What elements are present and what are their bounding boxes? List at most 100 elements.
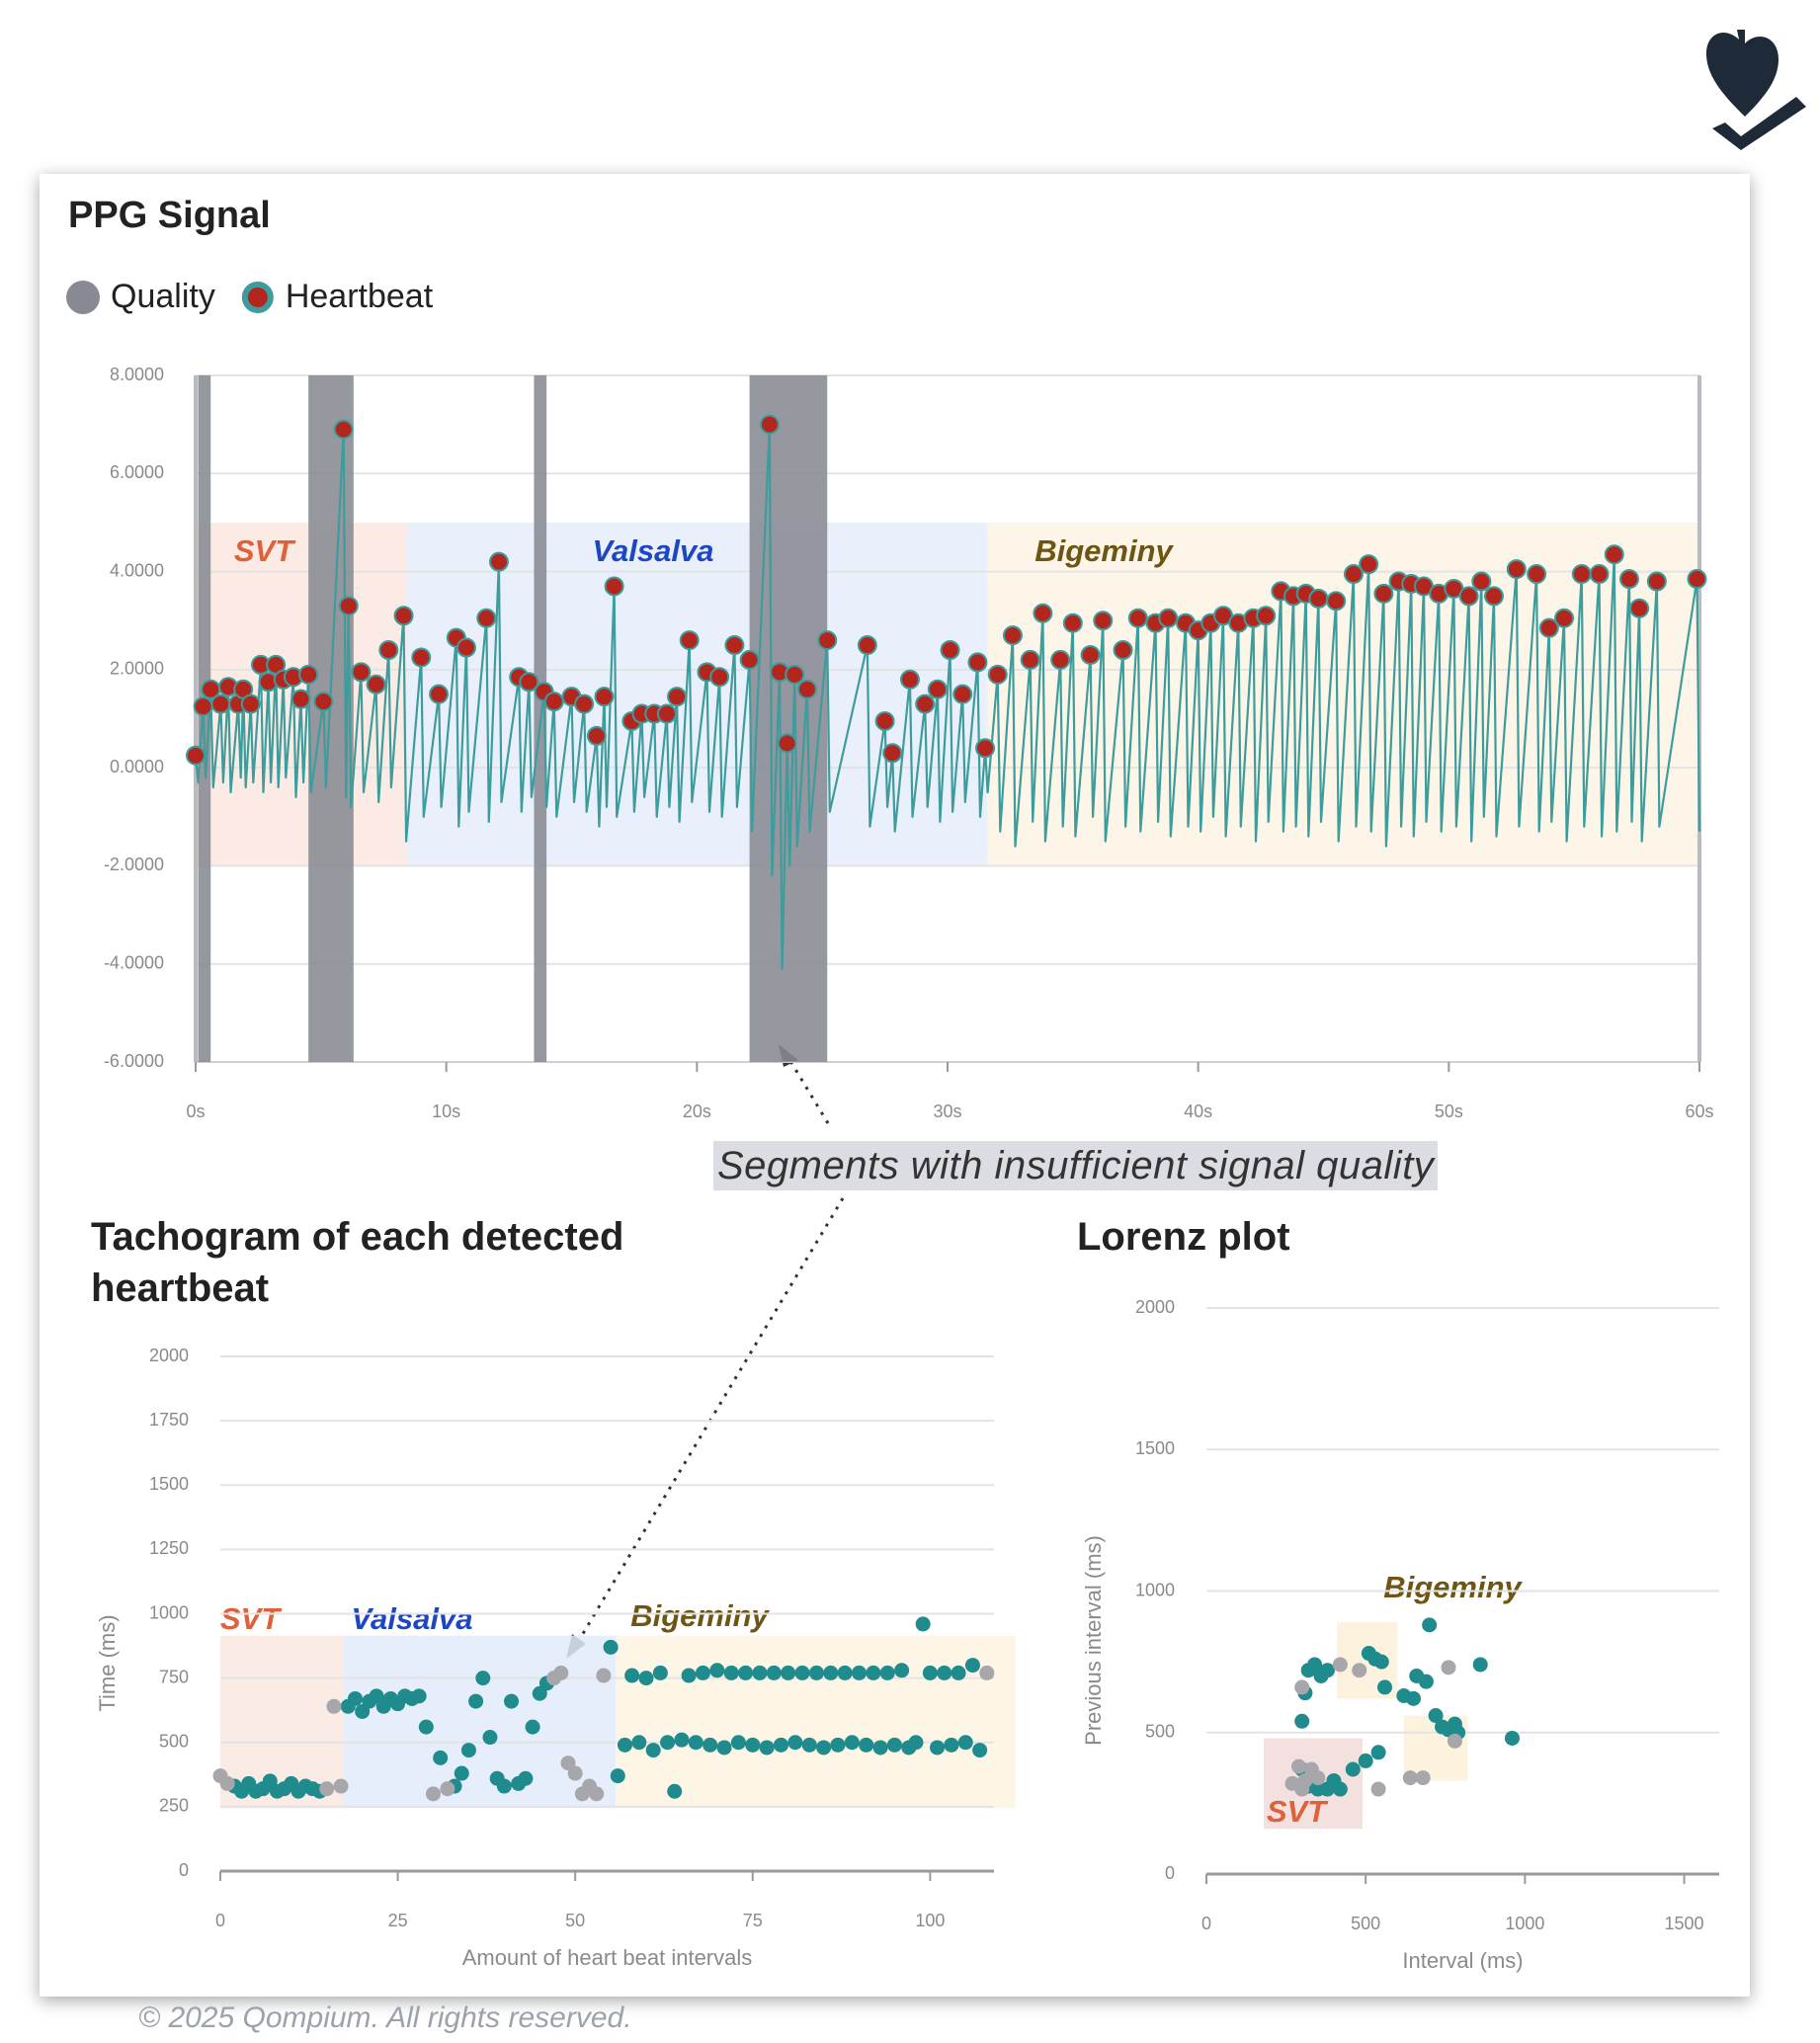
- point: [830, 1737, 846, 1753]
- point: [1370, 1745, 1386, 1760]
- x-axis-label: Amount of heart beat intervals: [462, 1945, 753, 1970]
- x-tick-label: 10s: [432, 1102, 460, 1121]
- region-label: SVT: [1267, 1794, 1329, 1829]
- point: [1294, 1713, 1310, 1729]
- heartbeat-marker: [429, 684, 450, 704]
- point: [667, 1783, 683, 1799]
- point: [872, 1740, 888, 1756]
- heartbeat-marker: [1158, 608, 1179, 628]
- point: [894, 1663, 910, 1678]
- point: [347, 1690, 363, 1706]
- heartbeat-marker: [1373, 583, 1394, 604]
- y-tick-label: 2000: [1135, 1297, 1175, 1317]
- heartbeat-marker: [1127, 608, 1148, 628]
- heartbeat-marker: [656, 703, 677, 724]
- point: [1345, 1761, 1361, 1777]
- point: [496, 1778, 512, 1794]
- heartbeat-marker: [1256, 606, 1277, 626]
- heartbeat-marker: [1604, 544, 1624, 565]
- point: [567, 1765, 583, 1781]
- heartbeat-marker: [455, 637, 476, 658]
- heartbeat-marker: [1527, 564, 1547, 585]
- point: [589, 1786, 605, 1802]
- point: [1418, 1674, 1434, 1689]
- point: [219, 1775, 235, 1791]
- logo: [1705, 30, 1806, 150]
- point: [603, 1639, 619, 1655]
- heartbeat-marker: [393, 606, 414, 626]
- x-tick-label: 500: [1351, 1914, 1380, 1933]
- point: [1373, 1654, 1389, 1670]
- heartbeat-marker: [594, 687, 615, 707]
- y-tick-label: 500: [159, 1732, 189, 1752]
- point: [504, 1693, 520, 1709]
- x-tick-label: 40s: [1184, 1102, 1212, 1121]
- chart: SVT Valsalva Bigeminy 8.0000 6.0000 4.0000 2.0…: [66, 278, 1714, 1121]
- y-tick-label: 750: [159, 1667, 189, 1686]
- region-label: SVT: [234, 533, 296, 568]
- chart-title: Lorenz plot: [1077, 1215, 1290, 1259]
- heartbeat-marker: [1483, 586, 1504, 607]
- heartbeat-marker: [604, 576, 624, 597]
- heartbeat-marker: [1050, 649, 1071, 670]
- heartbeat-marker: [709, 667, 730, 688]
- point: [319, 1781, 335, 1797]
- point: [972, 1743, 988, 1758]
- y-tick-label: 4.0000: [110, 560, 164, 580]
- heartbeat-marker: [777, 733, 797, 754]
- y-tick-label: 500: [1145, 1722, 1175, 1742]
- region-label: Bigeminy: [1383, 1570, 1523, 1604]
- heartbeat-marker: [313, 692, 334, 712]
- point: [1504, 1730, 1520, 1746]
- heartbeat-marker: [1629, 598, 1650, 618]
- point: [660, 1735, 676, 1751]
- point: [752, 1665, 768, 1680]
- point: [787, 1735, 803, 1751]
- point: [638, 1671, 654, 1686]
- legend-label: Heartbeat: [286, 278, 434, 315]
- x-tick-label: 20s: [683, 1102, 711, 1121]
- point: [532, 1685, 547, 1701]
- heartbeat-marker: [338, 596, 359, 616]
- y-tick-label: 1500: [149, 1474, 189, 1494]
- region-label: Valsalva: [593, 533, 714, 568]
- heartbeat-marker: [882, 743, 903, 764]
- heartbeat-marker: [1571, 564, 1592, 585]
- annotation: Segments with insufficient signal qualit…: [713, 1141, 1439, 1190]
- legend-marker: [66, 281, 100, 314]
- heartbeat-marker: [210, 694, 231, 714]
- point: [781, 1665, 796, 1680]
- region: [406, 522, 988, 866]
- x-tick-label: 30s: [933, 1102, 961, 1121]
- y-tick-label: 0: [1165, 1863, 1175, 1883]
- heartbeat-marker: [1002, 625, 1023, 646]
- point: [730, 1735, 746, 1751]
- x-tick-label: 75: [743, 1911, 763, 1930]
- region: [220, 1635, 344, 1809]
- heartbeat-marker: [1471, 571, 1492, 592]
- heartbeat-marker: [857, 635, 877, 656]
- x-axis-label: Interval (ms): [1402, 1948, 1523, 1973]
- heartbeat-marker: [351, 662, 372, 683]
- point: [454, 1765, 469, 1781]
- y-tick-label: 1500: [1135, 1438, 1175, 1458]
- y-tick-label: -6.0000: [104, 1051, 164, 1071]
- y-axis-label: Previous interval (ms): [1081, 1535, 1106, 1746]
- y-tick-label: 1000: [149, 1602, 189, 1622]
- point: [482, 1730, 498, 1746]
- heartbeat-marker: [290, 689, 311, 709]
- point: [518, 1770, 534, 1786]
- y-tick-label: 2000: [149, 1346, 189, 1365]
- region-label: SVT: [220, 1601, 283, 1636]
- heartbeat-marker: [796, 679, 817, 699]
- heartbeat-marker: [186, 745, 206, 766]
- point: [859, 1737, 874, 1753]
- region-label: Bigeminy: [1034, 533, 1174, 568]
- point: [553, 1665, 569, 1680]
- chart: SVT Valsalva Bigeminy025050075010001250150…: [95, 1346, 1016, 1970]
- y-tick-label: 6.0000: [110, 462, 164, 482]
- arrow-line: [788, 1060, 830, 1124]
- chart-title: Tachogram of each detected heartbeat: [91, 1215, 624, 1310]
- chart: SVT Bigeminy 0 500 1000 1500 2000 0 500 1000 1500 I…: [1081, 1297, 1719, 1973]
